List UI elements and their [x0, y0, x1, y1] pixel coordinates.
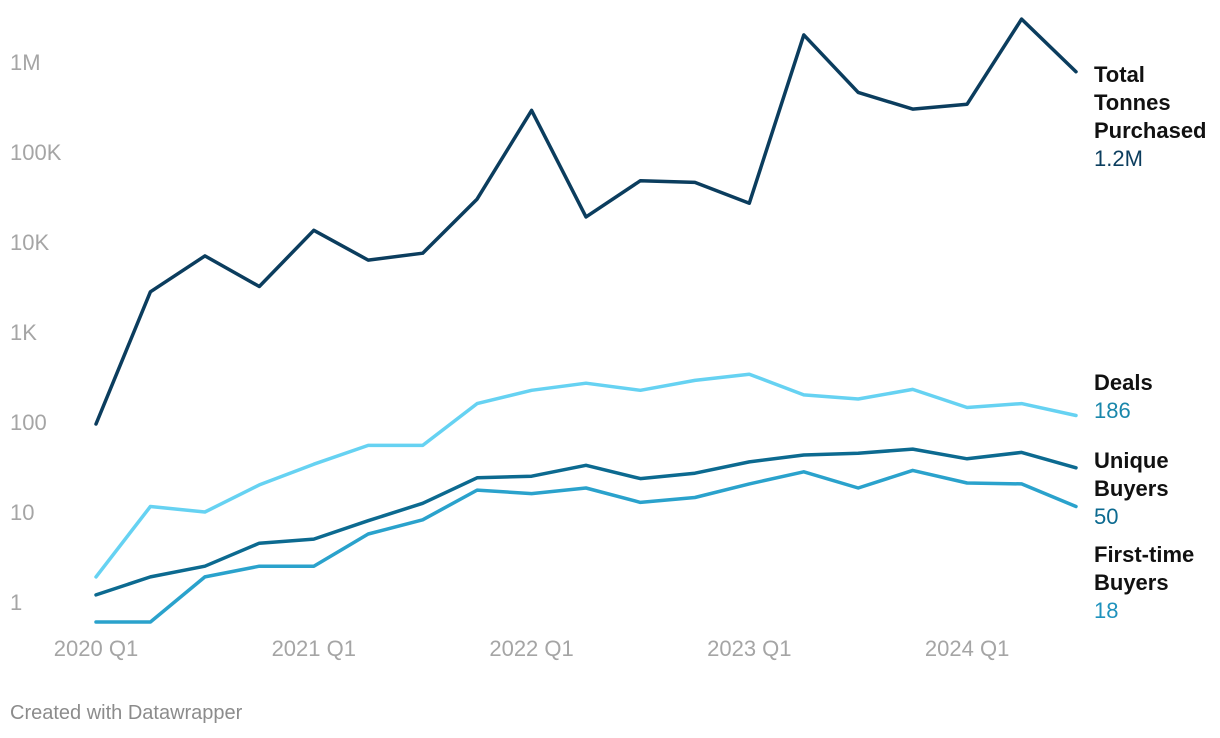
series-line-3 — [94, 468, 1078, 624]
series-name-label: Purchased — [1094, 118, 1207, 143]
y-tick-label: 1 — [10, 590, 22, 615]
x-tick-label: 2022 Q1 — [489, 636, 573, 661]
series-end-value: 186 — [1094, 398, 1131, 423]
datawrapper-credit: Created with Datawrapper — [10, 702, 243, 724]
x-tick-label: 2023 Q1 — [707, 636, 791, 661]
series-name-label: Buyers — [1094, 476, 1169, 501]
series-end-value: 50 — [1094, 504, 1118, 529]
x-tick-label: 2020 Q1 — [54, 636, 138, 661]
series-name-label: Total — [1094, 62, 1145, 87]
series-name-label: First-time — [1094, 542, 1194, 567]
x-tick-label: 2024 Q1 — [925, 636, 1009, 661]
y-tick-label: 1M — [10, 50, 41, 75]
y-tick-label: 1K — [10, 320, 37, 345]
series-name-label: Unique — [1094, 448, 1169, 473]
series-labels: Total Tonnes Purchased 1.2M Deals 186 Unique Bu… — [1094, 62, 1207, 623]
series-line-2 — [94, 447, 1078, 597]
series-end-value: 1.2M — [1094, 146, 1143, 171]
series-name-label: Deals — [1094, 370, 1153, 395]
series-name-label: Tonnes — [1094, 90, 1171, 115]
series-line-1 — [94, 372, 1078, 579]
x-tick-label: 2021 Q1 — [272, 636, 356, 661]
y-tick-label: 10 — [10, 500, 34, 525]
series-end-value: 18 — [1094, 598, 1118, 623]
series-lines — [94, 17, 1078, 624]
y-axis: 1 10 100 1K 10K 100K 1M — [10, 50, 62, 615]
y-tick-label: 10K — [10, 230, 49, 255]
y-tick-label: 100K — [10, 140, 62, 165]
series-name-label: Buyers — [1094, 570, 1169, 595]
y-tick-label: 100 — [10, 410, 47, 435]
series-line-0 — [94, 17, 1078, 426]
x-axis: 2020 Q1 2021 Q1 2022 Q1 2023 Q1 2024 Q1 — [54, 636, 1010, 661]
